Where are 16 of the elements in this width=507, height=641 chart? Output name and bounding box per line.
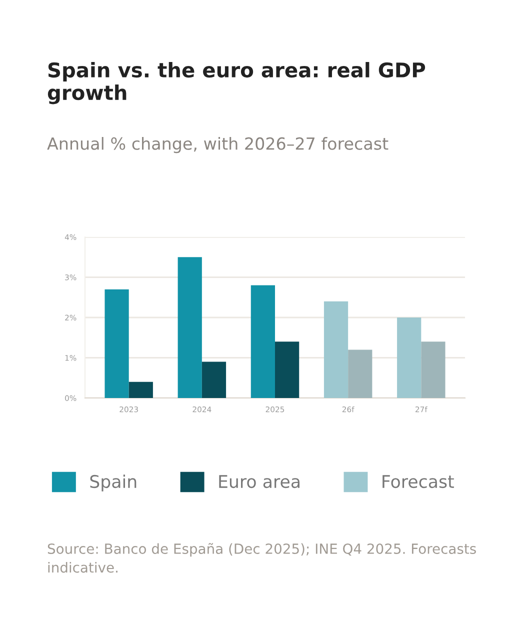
bar — [421, 342, 446, 398]
legend-label: Euro area — [219, 475, 300, 488]
chart-title: Spain vs. the euro area: real GDP growth — [48, 62, 426, 104]
bar — [275, 342, 300, 398]
bar — [324, 301, 348, 398]
bar — [202, 362, 226, 398]
bar — [250, 285, 275, 398]
source-note: Source: Banco de España (Dec 2025); INE Q4 2025. Forecasts indicative. — [48, 543, 476, 573]
legend-label: Forecast — [382, 475, 454, 488]
bar — [128, 382, 153, 398]
bar — [397, 318, 422, 398]
bar — [178, 257, 202, 398]
bar — [104, 289, 129, 398]
chart-subtitle: Annual % change, with 2026–27 forecast — [47, 137, 388, 154]
bar — [348, 350, 372, 398]
legend-label: Spain — [90, 474, 136, 492]
